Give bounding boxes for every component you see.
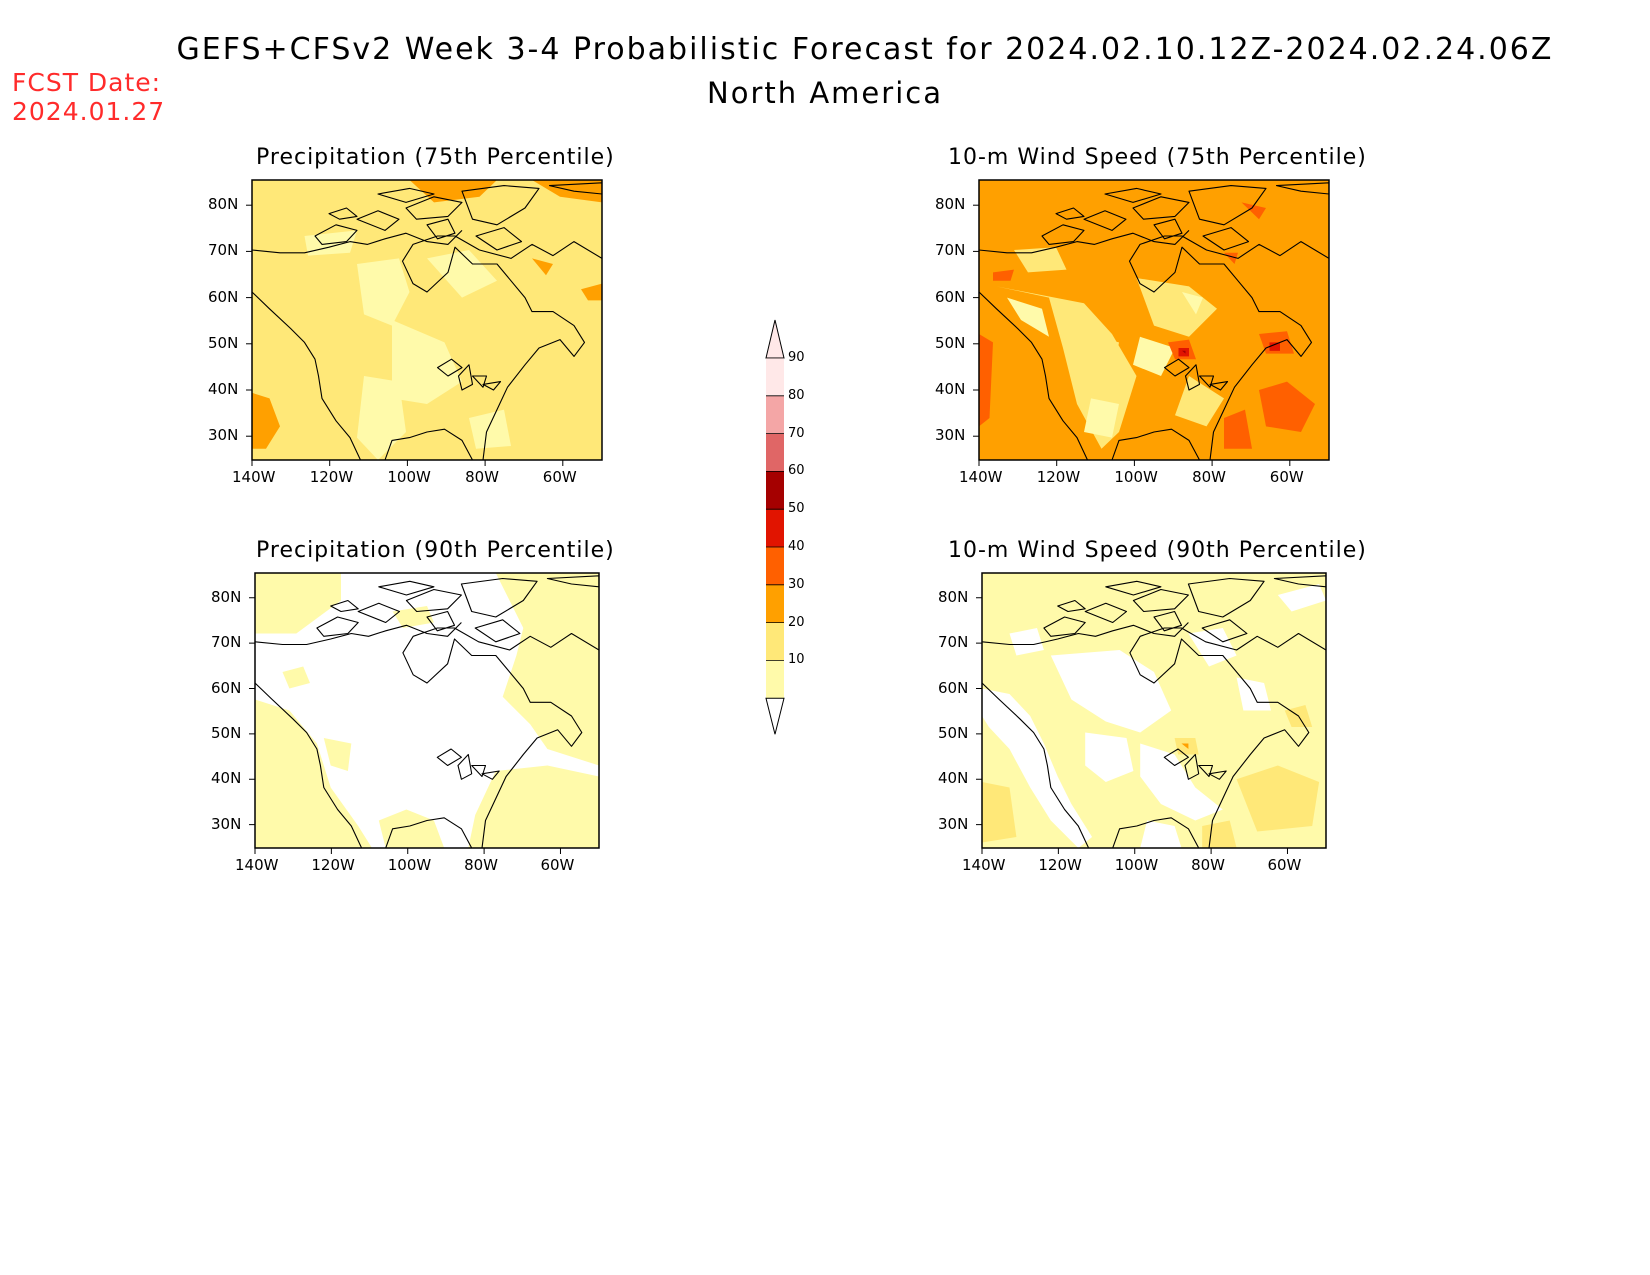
- lat-label: 40N: [935, 380, 966, 398]
- lat-label: 40N: [208, 380, 239, 398]
- lon-label: 100W: [387, 856, 432, 874]
- lon-label: 60W: [540, 856, 575, 874]
- lon-label: 140W: [962, 856, 1006, 874]
- colorbar-label: 30: [788, 576, 805, 592]
- colorbar-swatch: [766, 660, 784, 699]
- lat-label: 30N: [211, 814, 242, 833]
- lat-label: 50N: [938, 723, 969, 742]
- lat-label: 30N: [938, 814, 969, 833]
- lat-label: 40N: [211, 769, 242, 788]
- lon-label: 80W: [1192, 468, 1227, 486]
- colorbar-label: 10: [788, 652, 805, 668]
- lon-label: 120W: [1038, 856, 1082, 874]
- colorbar-swatch: [766, 433, 784, 472]
- lon-label: 60W: [1267, 856, 1302, 874]
- lon-label: 80W: [464, 856, 499, 874]
- lon-label: 100W: [387, 468, 431, 486]
- lon-label: 120W: [311, 856, 355, 874]
- lat-label: 70N: [208, 241, 239, 260]
- lon-label: 60W: [542, 468, 577, 486]
- colorbar-label: 60: [788, 463, 805, 479]
- lat-label: 80N: [938, 587, 969, 606]
- colorbar-label: 90: [788, 350, 805, 365]
- lon-label: 120W: [1036, 468, 1081, 486]
- region-subtitle: North America: [707, 76, 943, 110]
- panel-title-precip75: Precipitation (75th Percentile): [256, 145, 615, 170]
- colorbar-swatch: [766, 471, 784, 510]
- lat-label: 30N: [208, 426, 239, 445]
- colorbar-label: 20: [788, 614, 805, 630]
- colorbar-bottom-arrow: [765, 697, 785, 735]
- colorbar-swatch: [766, 395, 784, 434]
- lat-label: 60N: [938, 678, 969, 697]
- lat-label: 70N: [211, 633, 242, 652]
- lon-label: 100W: [1114, 856, 1159, 874]
- lat-label: 50N: [211, 723, 242, 742]
- lon-label: 80W: [1191, 856, 1226, 874]
- main-title: GEFS+CFSv2 Week 3-4 Probabilistic Foreca…: [176, 32, 1554, 67]
- colorbar-swatch: [766, 547, 784, 585]
- lon-label: 80W: [465, 468, 500, 486]
- lat-label: 40N: [938, 769, 969, 788]
- lon-label: 140W: [959, 468, 1003, 486]
- lat-label: 70N: [935, 241, 966, 260]
- colorbar-label: 70: [788, 425, 805, 441]
- colorbar-swatch: [766, 509, 784, 547]
- colorbar-top-arrow: [765, 319, 785, 359]
- panel-title-wind90: 10-m Wind Speed (90th Percentile): [948, 538, 1367, 563]
- colorbar-label: 50: [788, 501, 805, 517]
- lon-label: 120W: [309, 468, 354, 486]
- lat-label: 60N: [211, 678, 242, 697]
- panel-title-wind75: 10-m Wind Speed (75th Percentile): [948, 145, 1367, 170]
- lat-label: 60N: [208, 287, 239, 306]
- lon-label: 140W: [232, 468, 276, 486]
- lat-label: 80N: [935, 195, 966, 214]
- lat-label: 80N: [208, 195, 239, 214]
- forecast-date-block: FCST Date: 2024.01.27: [12, 68, 165, 126]
- lon-label: 140W: [235, 856, 279, 874]
- colorbar-swatch: [766, 358, 784, 396]
- lat-label: 70N: [938, 633, 969, 652]
- lat-label: 80N: [211, 587, 242, 606]
- colorbar-swatch: [766, 584, 784, 623]
- lat-label: 50N: [208, 333, 239, 352]
- lon-label: 100W: [1114, 468, 1158, 486]
- lon-label: 60W: [1269, 468, 1304, 486]
- colorbar-label: 40: [788, 539, 805, 554]
- lat-label: 30N: [935, 426, 966, 445]
- lat-label: 50N: [935, 333, 966, 352]
- colorbar-label: 80: [788, 387, 805, 403]
- colorbar-swatch: [766, 622, 784, 661]
- lat-label: 60N: [935, 287, 966, 306]
- forecast-date-label: FCST Date:: [12, 68, 162, 97]
- panel-title-precip90: Precipitation (90th Percentile): [256, 538, 615, 563]
- forecast-date-value: 2024.01.27: [12, 97, 166, 126]
